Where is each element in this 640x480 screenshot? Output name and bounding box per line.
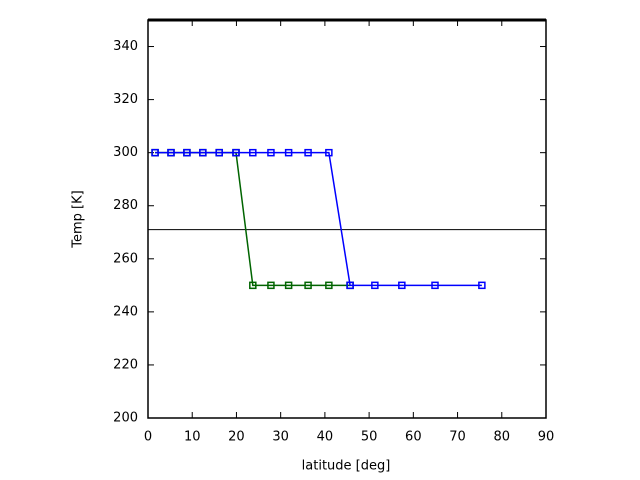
x-tick-label: 20: [228, 430, 245, 445]
y-tick-label: 320: [113, 92, 138, 107]
x-tick-label: 80: [494, 430, 511, 445]
marker: [284, 281, 293, 290]
series-line: [155, 151, 351, 287]
y-tick-label: 260: [113, 251, 138, 266]
marker: [431, 281, 439, 290]
plot-frame: [147, 19, 547, 419]
x-axis-label: latitude [deg]: [302, 459, 391, 474]
marker: [284, 148, 293, 157]
marker: [325, 281, 333, 290]
x-tick-label: 60: [405, 430, 422, 445]
marker: [167, 148, 175, 157]
marker: [398, 281, 406, 290]
y-axis-label: Temp [K]: [71, 190, 86, 248]
x-tick-label: 0: [144, 430, 152, 445]
series-line: [155, 151, 482, 287]
marker: [151, 148, 159, 157]
marker: [199, 148, 207, 157]
marker: [371, 281, 379, 290]
marker: [232, 148, 240, 157]
marker: [325, 148, 333, 157]
y-tick-label: 300: [113, 145, 138, 160]
marker: [304, 148, 312, 157]
marker: [304, 281, 312, 290]
marker: [478, 281, 486, 290]
x-tick-label: 50: [361, 430, 378, 445]
y-tick-label: 220: [113, 357, 138, 372]
y-tick-label: 200: [113, 411, 138, 426]
x-tick-label: 90: [538, 430, 555, 445]
marker: [249, 281, 257, 290]
x-tick-label: 40: [317, 430, 334, 445]
y-tick-label: 280: [113, 198, 138, 213]
x-tick-label: 30: [272, 430, 289, 445]
marker: [267, 148, 275, 157]
marker: [249, 148, 257, 157]
marker: [183, 148, 191, 157]
y-tick-label: 240: [113, 304, 138, 319]
marker: [346, 281, 354, 290]
x-tick-label: 70: [449, 430, 466, 445]
marker: [267, 281, 275, 290]
marker: [215, 148, 223, 157]
x-tick-label: 10: [184, 430, 201, 445]
y-tick-label: 340: [113, 39, 138, 54]
